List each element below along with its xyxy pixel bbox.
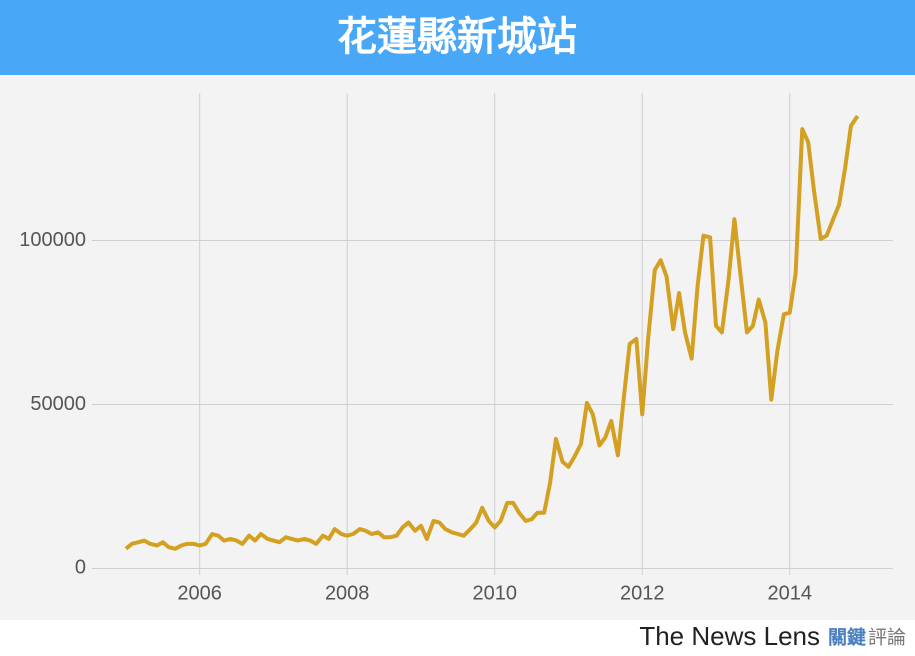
chart-title: 花蓮縣新城站	[337, 14, 577, 60]
y-tick-label: 0	[75, 557, 86, 579]
x-tick-label: 2014	[767, 582, 812, 604]
footer-brand-cn: 評論	[868, 627, 906, 649]
x-tick-label: 2010	[472, 582, 517, 604]
x-tick-label: 2012	[620, 582, 665, 604]
footer-brand-cn: 關鍵	[828, 626, 866, 649]
y-tick-label: 50000	[30, 393, 86, 415]
footer-brand: The News Lens	[639, 621, 820, 651]
y-tick-label: 100000	[19, 229, 86, 251]
title-banner	[0, 0, 915, 75]
data-line	[124, 114, 860, 551]
x-tick-label: 2008	[325, 582, 370, 604]
x-tick-label: 2006	[177, 582, 222, 604]
plot-background	[0, 75, 915, 620]
